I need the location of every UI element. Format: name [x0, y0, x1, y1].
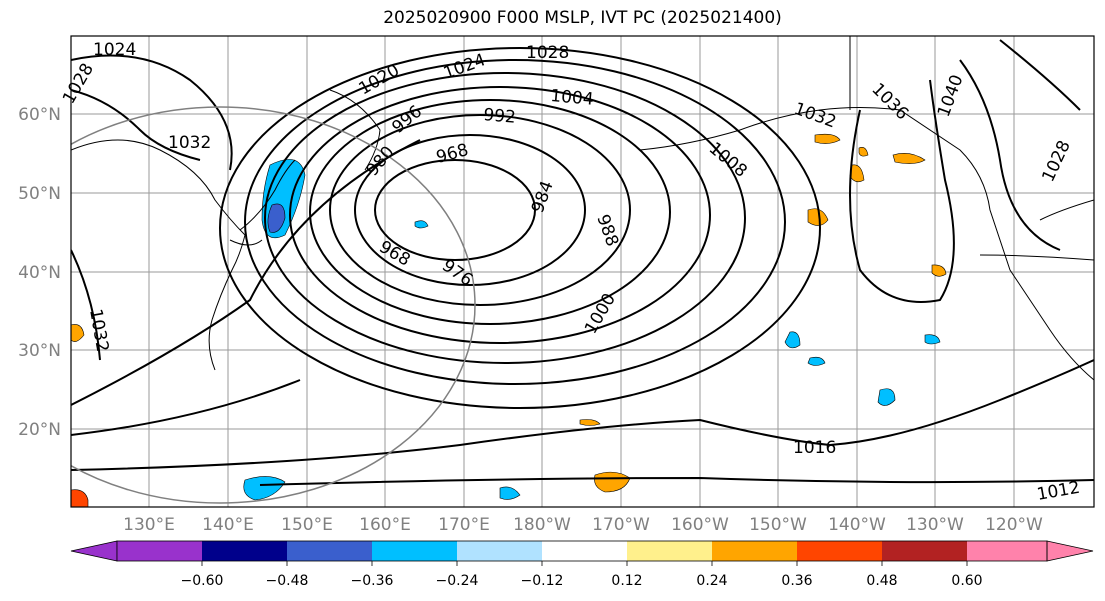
- colorbar: −0.60 −0.48 −0.36 −0.24 −0.12 0.12 0.24 …: [70, 540, 1094, 589]
- contour-label: 992: [483, 105, 517, 128]
- lon-label-150w: 150°W: [749, 515, 807, 535]
- contour-label: 1016: [793, 438, 836, 458]
- colorbar-tick-label: 0.12: [611, 573, 642, 589]
- colorbar-extend-right: [1046, 540, 1094, 562]
- colorbar-tick-label: −0.12: [521, 573, 564, 589]
- colorbar-segment: [372, 541, 457, 561]
- colorbar-tick-label: −0.24: [436, 573, 479, 589]
- lon-label-180w: 180°W: [513, 515, 571, 535]
- contour-label: 1032: [168, 133, 211, 153]
- colorbar-tick-label: 0.24: [696, 573, 727, 589]
- colorbar-outline: [116, 540, 1048, 562]
- map-title: 2025020900 F000 MSLP, IVT PC (2025021400…: [383, 8, 782, 28]
- colorbar-segment: [287, 541, 372, 561]
- lat-label-20n: 20°N: [18, 420, 61, 440]
- colorbar-segment: [457, 541, 542, 561]
- colorbar-segment: [117, 541, 202, 561]
- map-frame: [70, 35, 1095, 508]
- colorbar-segment: [627, 541, 712, 561]
- colorbar-tick-labels: −0.60 −0.48 −0.36 −0.24 −0.12 0.12 0.24 …: [181, 573, 983, 589]
- lon-label-140w: 140°W: [828, 515, 886, 535]
- colorbar-segment: [967, 541, 1047, 561]
- colorbar-tick-label: −0.48: [266, 573, 309, 589]
- lon-label-170w: 170°W: [592, 515, 650, 535]
- colorbar-segment: [797, 541, 882, 561]
- lon-label-140e: 140°E: [202, 515, 254, 535]
- contour-label: 1024: [93, 40, 136, 60]
- colorbar-tick-label: −0.60: [181, 573, 224, 589]
- colorbar-segment: [882, 541, 967, 561]
- lon-label-130e: 130°E: [123, 515, 175, 535]
- lon-label-160e: 160°E: [359, 515, 411, 535]
- lon-label-160w: 160°W: [671, 515, 729, 535]
- colorbar-segment: [542, 541, 627, 561]
- latitude-labels: 60°N 50°N 40°N 30°N 20°N: [18, 105, 61, 440]
- lon-label-130w: 130°W: [906, 515, 964, 535]
- lat-label-40n: 40°N: [18, 263, 61, 283]
- lon-label-120w: 120°W: [985, 515, 1043, 535]
- ivt-shading: [71, 133, 947, 507]
- range-ring: [71, 106, 476, 504]
- colorbar-segment: [712, 541, 797, 561]
- lat-label-60n: 60°N: [18, 105, 61, 125]
- colorbar-tick-label: 0.60: [951, 573, 982, 589]
- colorbar-tick-label: 0.36: [781, 573, 812, 589]
- lon-label-170e: 170°E: [438, 515, 490, 535]
- lon-label-150e: 150°E: [281, 515, 333, 535]
- contour-label: 1004: [550, 86, 595, 110]
- mslp-isobars: [71, 39, 1094, 486]
- contour-label: 1028: [526, 43, 569, 63]
- colorbar-tick-label: 0.48: [866, 573, 897, 589]
- lat-label-30n: 30°N: [18, 341, 61, 361]
- colorbar-ticks: [201, 561, 968, 566]
- colorbar-extend-left: [70, 540, 118, 562]
- colorbar-tick-label: −0.36: [351, 573, 394, 589]
- colorbar-segment: [202, 541, 287, 561]
- longitude-labels: 130°E 140°E 150°E 160°E 170°E 180°W 170°…: [123, 515, 1043, 535]
- lat-label-50n: 50°N: [18, 184, 61, 204]
- coastlines: [71, 36, 1094, 381]
